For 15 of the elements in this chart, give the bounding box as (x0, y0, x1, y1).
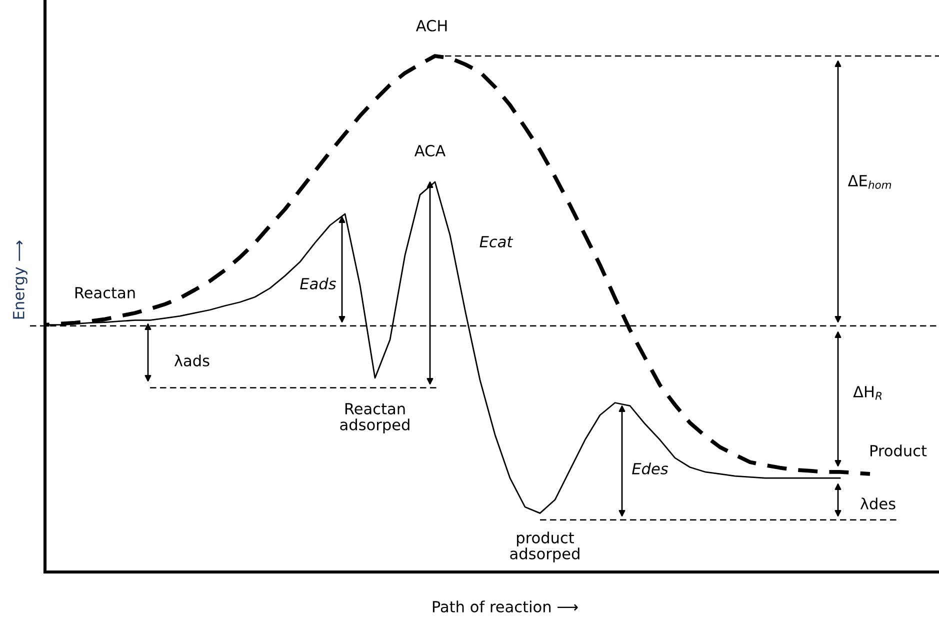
annotation: Edes (632, 462, 668, 474)
text: ACH (416, 20, 447, 32)
annotation: λads (174, 354, 210, 366)
annotation: product adsorped (510, 532, 580, 562)
annotation: Product (870, 444, 927, 456)
annotation: Reactan adsorped (340, 403, 410, 434)
x-axis-title: Path of reaction ⟶ (432, 600, 578, 612)
annotation: ΔH$_{R}$ (853, 386, 882, 400)
y-axis-title: Energy ⟶ (13, 240, 28, 319)
annotation: Ecat (480, 236, 514, 248)
annotation: Reactan (75, 287, 135, 298)
annotation: ACA (414, 144, 446, 156)
annotation: λdes (860, 498, 896, 510)
annotation: Eads (300, 278, 336, 290)
annotation: ΔE$_{hom}$ (848, 175, 892, 189)
